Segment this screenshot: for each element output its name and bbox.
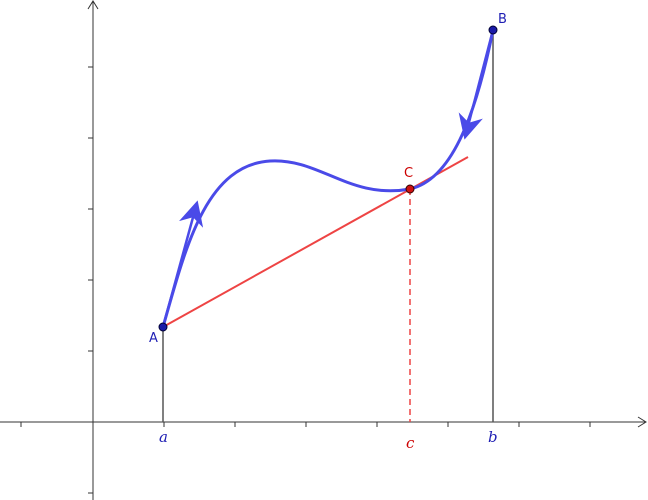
point-a[interactable] xyxy=(158,322,168,332)
tangent-arrow-at-a xyxy=(161,200,204,328)
point-b[interactable] xyxy=(488,25,498,35)
x-label-b: b xyxy=(488,428,498,446)
tangent-arrow-at-b xyxy=(458,29,495,140)
point-a-label: A xyxy=(149,331,158,346)
secant-line xyxy=(162,156,469,328)
y-axis-ticks xyxy=(88,66,93,494)
point-c[interactable] xyxy=(405,184,415,194)
x-axis-arrow-icon xyxy=(637,416,647,428)
x-axis-ticks xyxy=(20,422,591,427)
point-b-label: B xyxy=(498,12,507,27)
point-c-label: C xyxy=(404,166,413,181)
x-label-c: c xyxy=(406,434,415,452)
function-curve xyxy=(161,29,495,328)
y-axis-arrow-icon xyxy=(87,0,99,10)
x-label-a: a xyxy=(159,428,168,446)
